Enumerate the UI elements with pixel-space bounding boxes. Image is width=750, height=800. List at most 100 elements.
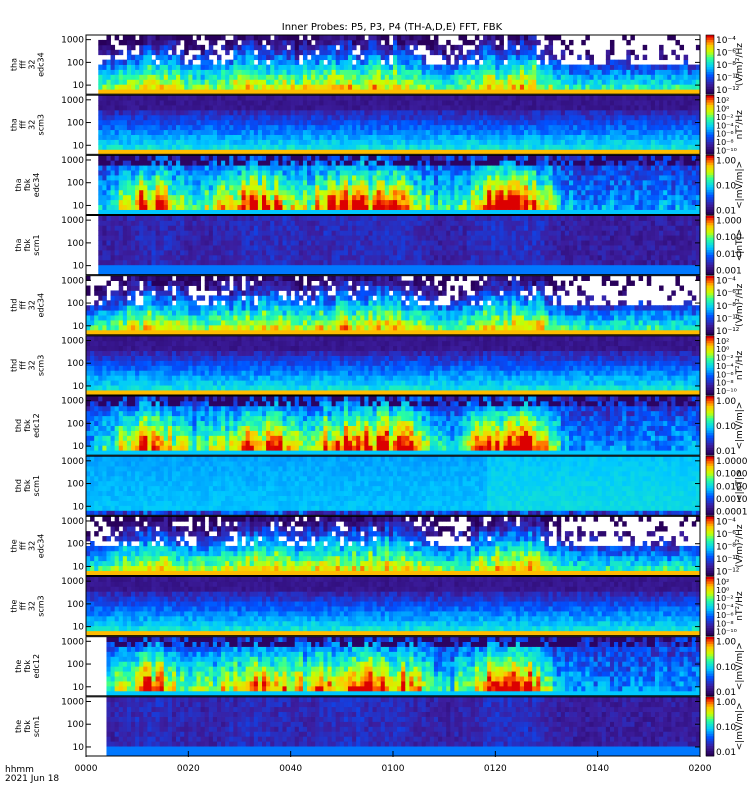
- colorbar-tick-label: 0.0100: [716, 482, 748, 492]
- panel-frame: [85, 275, 701, 336]
- time-units-label: hhmm: [5, 765, 34, 775]
- colorbar-tick-label: 10⁻⁶: [716, 530, 736, 540]
- spectrogram-cells: [86, 576, 701, 637]
- colorbar-label: <|mV/m|>: [735, 161, 745, 209]
- colorbar-label: nT²/Hz: [735, 591, 745, 621]
- y-tick-label: 1000: [61, 517, 84, 527]
- colorbar-tick-label: 10⁻⁸: [716, 619, 734, 628]
- y-tick-label: 10: [73, 322, 85, 332]
- panel-frame: [85, 154, 701, 215]
- panel-label: thdfbkscm1: [14, 475, 41, 496]
- colorbar-tick-label: 10⁻¹²: [716, 327, 740, 337]
- colorbar-tick-label: 1.00: [716, 698, 736, 708]
- colorbar-tick-label: 1.00: [716, 397, 736, 407]
- y-axis: 10 100 1000: [61, 637, 700, 693]
- colorbar-label: <|mV/m|>: [735, 642, 745, 690]
- panel-label: thefbkscm1: [14, 716, 41, 737]
- colorbar-tick-label: 10⁻¹⁰: [716, 146, 737, 155]
- y-tick-label: 1000: [61, 336, 84, 346]
- y-tick-label: 10: [73, 562, 85, 572]
- y-axis: 10 100 1000: [61, 276, 700, 332]
- colorbar-tick-label: 10²: [716, 337, 729, 346]
- colorbar-tick-label: 0.100: [716, 233, 742, 243]
- colorbar-tick-label: 0.001: [716, 267, 742, 277]
- y-tick-label: 100: [67, 119, 84, 129]
- y-tick-label: 1000: [61, 697, 84, 707]
- panel-5: 10 100 1000 thdfff32scm3 10²10⁰10⁻²10⁻⁴10⁻⁶1…: [10, 335, 745, 396]
- colorbar: 10⁻⁴ 10⁻⁶ 10⁻⁸ 10⁻¹⁰ 10⁻¹²(V/m)²/Hz: [705, 34, 745, 96]
- colorbar-tick-label: 10⁻¹⁰: [716, 555, 740, 565]
- panel-label: thafff32scm3: [10, 114, 46, 135]
- panel-label: thefbkedc12: [14, 654, 41, 679]
- colorbar-tick-label: 10⁻⁶: [716, 289, 736, 299]
- spectrogram-cells: [86, 275, 701, 336]
- spectrogram-cells: [86, 335, 701, 396]
- colorbar-tick-label: 10⁻¹⁰: [716, 628, 737, 637]
- spectrogram-cells: [86, 396, 701, 456]
- colorbar: 1.0000 0.1000 0.0100 0.0010 0.0001 <|nT|>: [705, 455, 748, 517]
- x-tick-label: 0140: [586, 764, 609, 774]
- panel-frame: [85, 335, 701, 396]
- y-axis: 10 100 1000: [61, 216, 700, 272]
- y-axis: 10 100 1000: [61, 336, 700, 392]
- colorbar-tick-label: 10⁻⁴: [716, 603, 734, 612]
- y-axis: 10 100 1000: [61, 96, 700, 151]
- panel-2: 10 100 1000 thafbkedc34 1.00 0.10 0.01<|mV/m|>: [14, 154, 745, 217]
- panel-label: thafbkscm1: [14, 234, 41, 255]
- y-tick-label: 100: [67, 239, 84, 249]
- colorbar: 1.00 0.10 0.01<|mV/m|>: [705, 636, 745, 698]
- y-axis: 10 100 1000: [61, 36, 700, 91]
- panel-label: thefff32edc34: [10, 534, 46, 559]
- y-axis: 10 100 1000: [61, 457, 700, 512]
- colorbar-label: (V/m)²/Hz: [735, 524, 745, 567]
- x-tick-label: 0020: [177, 764, 200, 774]
- y-axis: 10 100 1000: [61, 517, 700, 572]
- colorbar-tick-label: 0.10: [716, 663, 736, 673]
- panel-frame: [85, 455, 701, 516]
- y-axis: 10 100 1000: [61, 397, 700, 452]
- y-tick-label: 10: [73, 683, 85, 693]
- panel-label: thdfff32scm3: [10, 355, 46, 376]
- colorbar-tick-label: 10⁻¹⁰: [716, 74, 740, 84]
- y-tick-label: 100: [67, 419, 84, 429]
- y-tick-label: 100: [67, 600, 84, 610]
- y-axis: 10 100 1000: [61, 697, 700, 753]
- panel-frame: [85, 636, 701, 697]
- colorbar-tick-label: 10⁻²: [716, 354, 734, 363]
- panel-label: thdfff32edc34: [10, 293, 46, 318]
- colorbar-label: nT²/Hz: [735, 110, 745, 140]
- colorbar-tick-label: 0.10: [716, 723, 736, 733]
- x-axis: 0000 0020 0040 0100 0120 0140 0200: [75, 751, 712, 774]
- colorbar-tick-label: 10⁻⁸: [716, 61, 736, 71]
- colorbar-tick-label: 10⁻¹²: [716, 568, 740, 578]
- panel-10: 10 100 1000 thefbkedc12 1.00 0.10 0.01<|mV/m|>: [14, 636, 745, 698]
- panel-0: 101001000thafff32edc3410⁻⁴10⁻⁶10⁻⁸10⁻¹⁰1…: [10, 34, 745, 96]
- y-tick-label: 100: [67, 480, 84, 490]
- colorbar-tick-label: 0.010: [716, 250, 742, 260]
- colorbar-tick-label: 10⁻²: [716, 594, 734, 603]
- colorbar-label: <|nT|>: [735, 470, 745, 502]
- y-tick-label: 1000: [61, 156, 84, 166]
- colorbar-label: nT²/Hz: [735, 350, 745, 380]
- y-tick-label: 1000: [61, 637, 84, 647]
- spectrogram-cells: [106, 696, 701, 757]
- y-tick-label: 100: [67, 359, 84, 369]
- spectrogram-cells: [98, 215, 701, 276]
- spectrogram-cells: [98, 95, 701, 155]
- panel-11: 10 100 1000 thefbkscm1 1.00 0.10 0.01<|mV/m|>: [14, 696, 745, 758]
- x-tick-label: 0100: [382, 764, 405, 774]
- colorbar: 1.000 0.100 0.010 0.001 <|nT|>: [705, 215, 745, 277]
- colorbar: 10⁻⁴ 10⁻⁶ 10⁻⁸ 10⁻¹⁰ 10⁻¹²(V/m)²/Hz: [705, 275, 745, 337]
- colorbar-tick-label: 0.10: [716, 181, 736, 191]
- y-tick-label: 10: [73, 743, 85, 753]
- colorbar-tick-label: 0.01: [716, 447, 736, 457]
- colorbar-tick-label: 10²: [716, 96, 729, 105]
- y-tick-label: 10: [73, 442, 85, 452]
- y-tick-label: 1000: [61, 457, 84, 467]
- x-tick-label: 0120: [484, 764, 507, 774]
- y-tick-label: 10: [73, 382, 85, 392]
